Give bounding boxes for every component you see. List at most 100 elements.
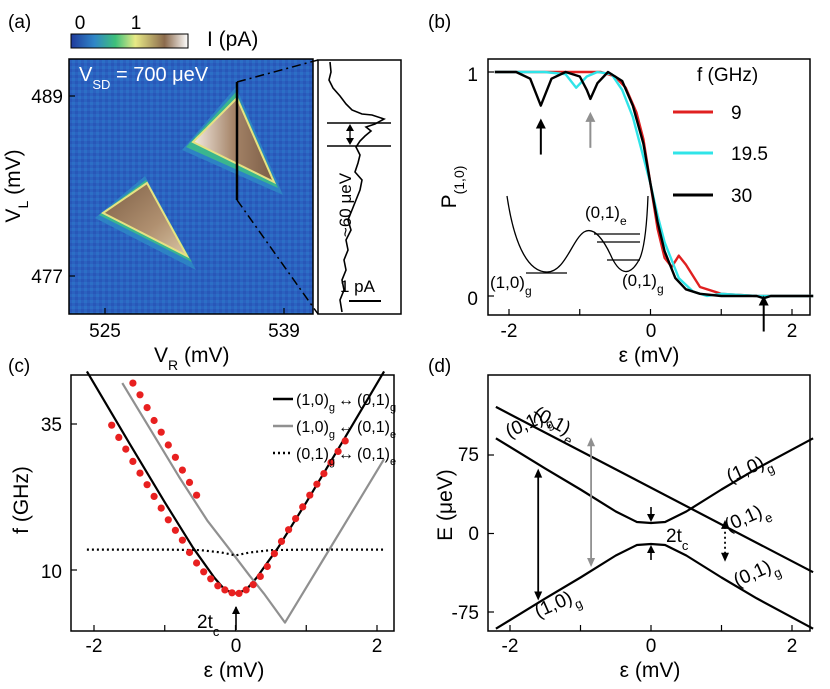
d-branch-2 [495,405,814,574]
c-data-point [143,404,151,412]
b-ticks [488,71,793,315]
vsd-annotation: VSD = 700 μeV [79,64,209,92]
c-data-point [157,428,165,436]
d-branch-1 [495,542,814,630]
inset-label: ~60 μeV [336,172,355,237]
a-ylabel: VL (mV) [2,149,31,222]
c-xtick-label-2: 2 [372,636,383,657]
b-xtick-label-0: 0 [646,321,657,342]
d-xlabel: ε (mV) [620,659,681,682]
panel-b-letter: (b) [428,12,451,33]
c-data-point [171,453,179,461]
c-data-point [193,491,201,499]
c-legend-label-3: (0,1)g ↔ (0,1)e [296,446,396,468]
b-arrow-head-2 [758,295,769,306]
inset-arrow-up [346,124,354,131]
b-legend-label-19: 19.5 [731,144,768,165]
colorbar-tick-min: 0 [75,13,86,34]
d-transition-head-low-0 [534,591,543,601]
c-xtick-label-0: 0 [231,636,242,657]
inset-connector-top [236,59,319,83]
a-xlabel: VR (mV) [154,344,229,373]
c-data-point [171,526,179,534]
b-legend-title: f (GHz) [697,65,758,86]
d-xtick-label-2: 2 [787,636,798,657]
heatmap-triangle-lower [101,181,190,259]
inset-trace-box [317,59,402,315]
c-data-point [185,548,194,557]
d-label-10g-left: (1,0)g [531,585,584,628]
c-data-point [129,457,137,465]
c-xlabel: ε (mV) [204,659,265,682]
c-axes-box [70,374,395,632]
c-data-point [164,441,172,449]
d-gap-label: 2tc [666,526,689,553]
c-data-point [207,575,215,583]
b-inset-label-10g: (1,0)g [490,273,532,298]
c-ytick-label-35: 35 [41,415,62,436]
c-data-point [256,572,264,581]
c-data-point [242,586,250,594]
c-legend: (1,0)g ↔ (0,1)g (1,0)g ↔ (0,1)e (0,1)g ↔ (0,1)… [273,392,396,468]
a-ytick-label-489: 489 [31,87,63,108]
c-data-point [263,562,271,571]
inset-connector-bottom [236,199,319,315]
inset-scale-label: 1 pA [340,277,376,296]
inset-arrow-down [346,138,354,145]
d-label-01e-right: (0,1)e [721,499,774,542]
panel-a-letter: (a) [8,12,31,33]
c-data-point [214,582,222,590]
c-ylabel: f (GHz) [10,466,33,534]
c-curve-excited-excited [86,548,385,557]
d-transition-head-high-1 [587,437,596,447]
c-curve-ground-excited [121,382,386,624]
colorbar-label: I (pA) [207,28,258,51]
d-ytick-label-75: 75 [458,445,479,466]
b-xtick-label-m2: -2 [501,321,518,342]
c-gap-label: 2tc [197,612,220,639]
d-ticks [488,454,793,631]
b-ytick-label-0: 0 [467,289,478,310]
d-transition-head-low-1 [587,557,596,567]
c-series-group [85,370,386,624]
b-legend-label-30: 30 [731,186,752,207]
panel-c-letter: (c) [8,356,30,377]
c-data-point [164,516,172,524]
c-data-point [136,391,144,399]
b-series-19-5 [494,70,814,298]
b-xlabel: ε (mV) [619,344,680,367]
panel-d-letter: (d) [428,356,451,377]
c-data-point [249,581,257,589]
panel-d: (d) 75 0 -75 -2 0 2 ε (mV) E (μeV) 2tc (… [428,356,814,682]
b-series-9 [494,70,814,298]
c-data-point [235,589,243,598]
c-data-point [115,433,123,441]
d-transition-head-low-3 [721,552,730,562]
panel-b: (b) 1 0 -2 0 2 ε (mV) P(1,0) f (GHz) 9 1… [428,12,814,367]
b-arrow-head-1 [585,111,596,122]
c-data-point [150,492,158,500]
c-data-point [327,458,335,467]
c-data-point [306,491,314,499]
b-series-group [494,70,814,300]
d-label-10g-right: (1,0)g [723,450,776,493]
b-legend-label-9: 9 [731,103,742,124]
c-data-point [143,481,151,489]
c-data-point [277,537,286,546]
b-xtick-label-2: 2 [787,321,798,342]
b-inset-label-01e: (0,1)e [585,203,627,228]
c-data-point [157,504,165,512]
c-data-point [313,480,321,488]
d-transition-head-high-3 [721,519,730,529]
c-gap-arrow-head [232,606,240,614]
c-data-point [185,478,194,486]
d-series-group [495,405,814,630]
c-data-point [193,559,201,567]
c-data-point [285,526,293,534]
b-inset-label-01g: (0,1)g [622,271,664,296]
d-ylabel: E (μeV) [434,469,457,541]
d-ytick-label-m75: -75 [452,603,479,624]
d-axes-box [487,374,811,632]
c-legend-label-2: (1,0)g ↔ (0,1)e [296,419,396,441]
